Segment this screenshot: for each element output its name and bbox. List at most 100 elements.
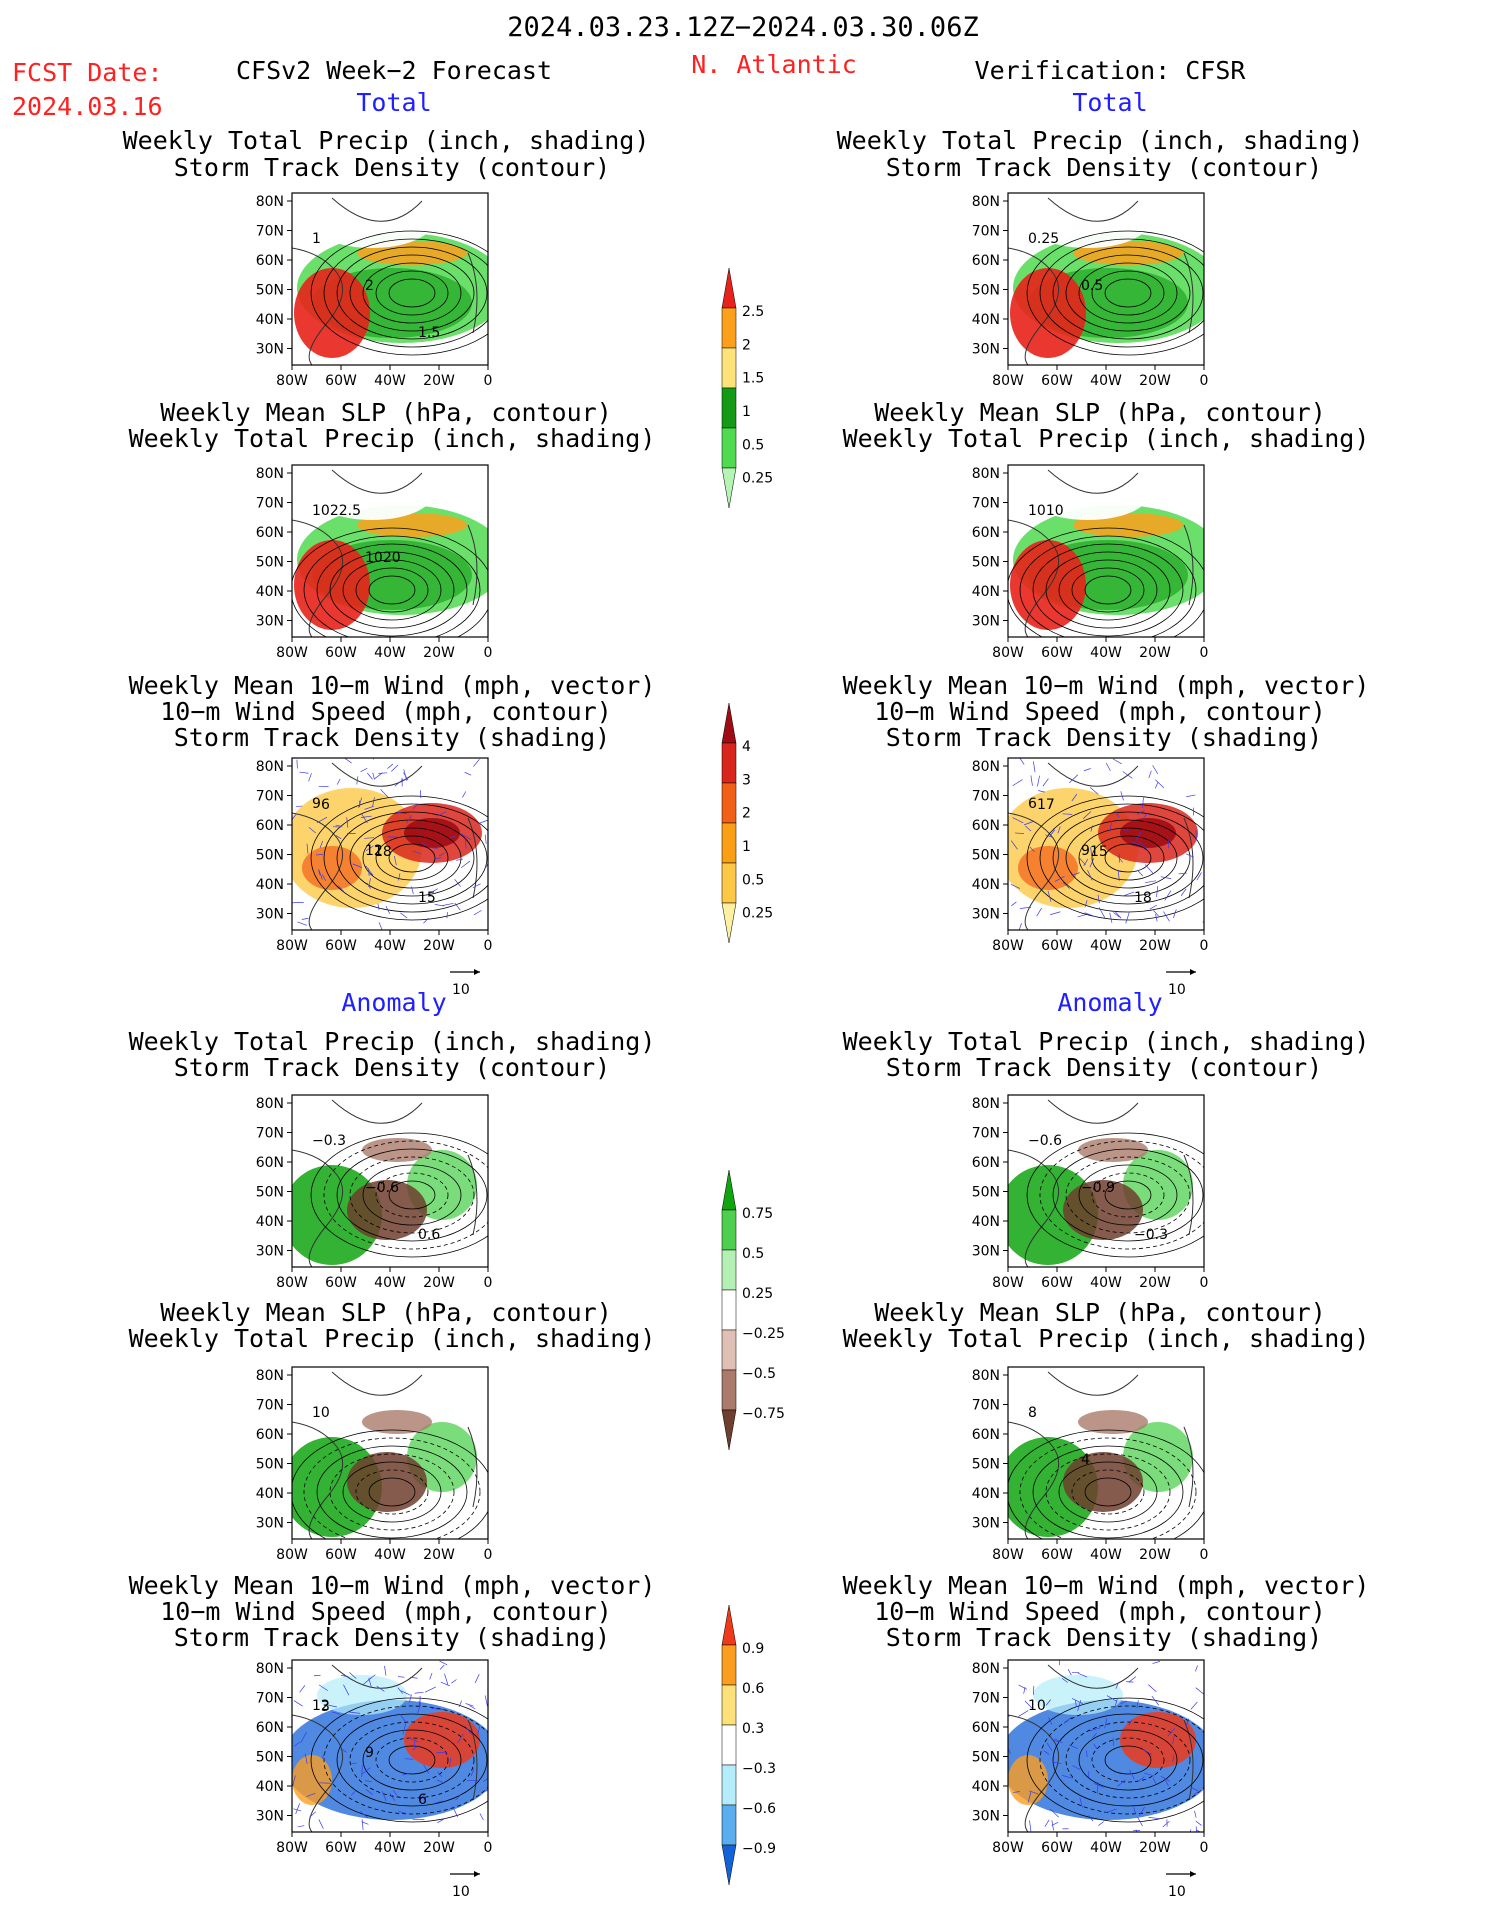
wind-vector (1162, 1820, 1170, 1828)
vector-reference-arrowhead (474, 1871, 480, 1877)
wind-vector (1011, 901, 1017, 907)
contour-line (336, 1148, 488, 1242)
wind-vector (1144, 880, 1157, 884)
contour-line (1032, 543, 1184, 637)
panel-1-title-line-1: Weekly Total Precip (inch, shading) (122, 126, 650, 155)
wind-vector (1164, 890, 1172, 901)
lat-tick-label: 30N (972, 342, 1000, 358)
contour-line (1104, 843, 1152, 873)
lon-tick-label: 20W (1139, 1840, 1171, 1856)
wind-vector (449, 835, 457, 839)
lon-tick-label: 40W (374, 645, 406, 661)
wind-vector (316, 816, 328, 824)
coastline (1047, 197, 1139, 222)
contour-line (323, 803, 488, 913)
wind-vector (335, 835, 342, 840)
wind-vector (403, 769, 408, 781)
wind-vector (326, 1704, 337, 1708)
wind-vector (1037, 775, 1040, 787)
contour-label: 1.5 (418, 325, 440, 341)
greenland-area (1028, 470, 1148, 520)
coastline (1008, 1149, 1060, 1267)
contour-line (388, 843, 436, 873)
contour-line (1071, 1469, 1145, 1515)
wind-vector (1180, 888, 1187, 897)
wind-vector (1135, 1829, 1138, 1832)
contour-label: 9 (1081, 843, 1090, 859)
forecast-anomaly-label: Anomaly (341, 988, 447, 1017)
contour-line (375, 1172, 449, 1218)
wind-vector (412, 850, 421, 855)
wind-vector (454, 902, 461, 911)
wind-vector (437, 1817, 446, 1824)
forecast-total-label: Total (356, 88, 432, 117)
wind-vector (1077, 1699, 1082, 1712)
wind-vector (1195, 1665, 1198, 1672)
lon-tick-label: 40W (374, 1275, 406, 1291)
wind-vector (444, 1673, 449, 1685)
contour-line (1091, 1737, 1165, 1783)
map-field: 10 (1008, 1660, 1204, 1832)
colorbar-precip-anomaly: 0.75 0.5 0.25 −0.25 −0.5 −0.75 (721, 1169, 785, 1451)
panel-7-title-line-2: Storm Track Density (contour) (173, 1053, 611, 1082)
lon-tick-label: 20W (423, 1840, 455, 1856)
wind-vector (442, 902, 454, 906)
panel-8-title-line-2: Storm Track Density (contour) (885, 1053, 1323, 1082)
lat-tick-label: 80N (256, 1368, 284, 1384)
lon-tick-label: 80W (992, 645, 1024, 661)
wind-vector (1018, 1684, 1028, 1690)
coastline (331, 762, 423, 787)
wind-vector (1051, 1822, 1059, 1826)
wind-vector (1195, 1820, 1202, 1826)
wind-vector (398, 1676, 405, 1678)
map-panel-11: 12 9 6 3 80N 70N 60N 50N 40N 30N 80W 60W 40W 20W 0 10 (256, 1659, 492, 1900)
wind-vector (1029, 846, 1035, 852)
lat-tick-label: 80N (256, 466, 284, 482)
wind-vector (321, 874, 327, 881)
wind-vector (360, 813, 368, 824)
lon-tick-label: 40W (374, 1547, 406, 1563)
colorbar-label: 0.5 (742, 1246, 764, 1262)
lat-tick-label: 60N (256, 253, 284, 269)
contour-label: 12 (312, 1698, 330, 1714)
wind-vector (365, 845, 374, 852)
panel-1-title-line-2: Storm Track Density (contour) (173, 153, 611, 182)
wind-vector (1089, 857, 1095, 868)
colorbar-label: −0.5 (742, 1366, 776, 1382)
lat-tick-label: 60N (972, 818, 1000, 834)
lon-tick-label: 20W (423, 1547, 455, 1563)
wind-vector (1023, 821, 1034, 826)
panel-5-title-line-2: 10−m Wind Speed (mph, contour) (160, 697, 612, 726)
wind-vector (1156, 885, 1159, 898)
colorbar-bin (721, 1684, 737, 1726)
wind-vector (372, 797, 375, 807)
wind-vector (1054, 1738, 1063, 1744)
wind-vector (1075, 1700, 1077, 1708)
lat-tick-label: 40N (972, 1214, 1000, 1230)
lat-tick-label: 40N (256, 584, 284, 600)
lat-tick-label: 30N (972, 907, 1000, 923)
contour-line (329, 1453, 455, 1531)
lon-tick-label: 0 (484, 938, 493, 954)
contour-label: 15 (1090, 844, 1108, 860)
contour-line (362, 262, 462, 324)
lat-tick-label: 30N (256, 614, 284, 630)
panel-8-title-line-1: Weekly Total Precip (inch, shading) (842, 1027, 1370, 1056)
wind-vector (1186, 853, 1194, 858)
precip-anomaly-dry (347, 1452, 427, 1512)
contour-line (375, 1737, 449, 1783)
panel-11-title-line-1: Weekly Mean 10−m Wind (mph, vector) (128, 1571, 656, 1600)
wind-vector (1047, 890, 1052, 902)
wind-vector (424, 1686, 437, 1693)
colorbar-bin (721, 307, 737, 349)
lat-tick-label: 80N (972, 759, 1000, 775)
wind-vector (472, 883, 481, 888)
wind-vector (368, 868, 370, 877)
wind-vector (1018, 923, 1022, 930)
wind-vector (1155, 781, 1159, 789)
panel-12-title-line-2: 10−m Wind Speed (mph, contour) (874, 1597, 1326, 1626)
wind-vector (1061, 1775, 1073, 1779)
contour-line (1084, 1477, 1132, 1507)
vector-reference-label: 10 (1168, 1884, 1186, 1900)
